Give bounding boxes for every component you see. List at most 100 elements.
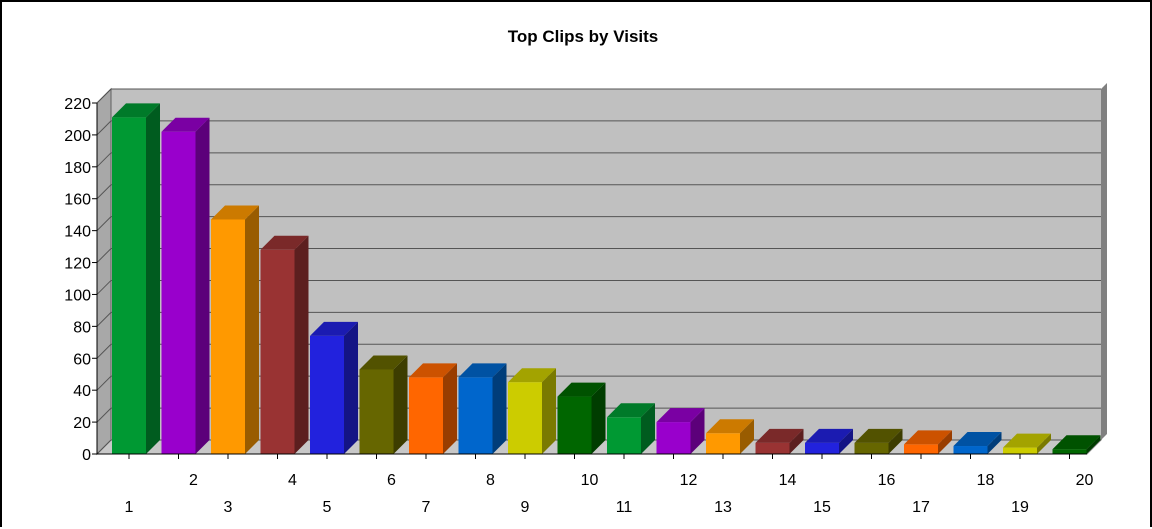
y-tick-label: 180 <box>64 160 91 177</box>
bar-top <box>161 117 210 132</box>
bar <box>458 363 507 454</box>
gridline-side <box>96 407 112 423</box>
bar-top <box>508 368 556 383</box>
bar <box>1003 433 1051 454</box>
bar <box>557 382 606 454</box>
bar <box>310 321 358 454</box>
bar-front <box>260 249 295 454</box>
bar <box>260 235 309 454</box>
bar-front <box>805 442 839 454</box>
y-tick-label: 40 <box>73 383 91 400</box>
y-tick-label: 120 <box>64 256 91 273</box>
gridline-side <box>96 312 112 327</box>
y-tick-label: 220 <box>64 96 91 113</box>
bar-side <box>146 103 160 454</box>
bar-side <box>1037 433 1051 454</box>
bar-side <box>1086 435 1101 454</box>
x-tick-label: 8 <box>486 472 495 489</box>
bar-front <box>211 219 245 454</box>
bar <box>409 363 457 454</box>
bar-side <box>987 432 1002 454</box>
x-tick-label: 9 <box>521 499 530 516</box>
x-tick-label: 1 <box>125 499 134 516</box>
bar-front <box>607 417 641 454</box>
gridline-side <box>96 184 112 200</box>
bar-top <box>854 428 903 443</box>
bar <box>755 428 804 454</box>
bar-side <box>195 117 210 454</box>
bar-side <box>690 408 705 454</box>
bar-top <box>1003 433 1051 448</box>
bar <box>953 432 1002 454</box>
bar-side <box>740 419 754 454</box>
bar-side <box>542 368 556 454</box>
x-tick-label: 17 <box>912 499 930 516</box>
x-tick-label: 3 <box>224 499 233 516</box>
gridline-side <box>96 120 112 136</box>
bar-top <box>359 355 408 370</box>
bar-top <box>458 363 507 378</box>
bar-front <box>557 396 592 454</box>
back-wall-shadow <box>1101 83 1107 440</box>
gridline-side <box>96 375 112 391</box>
bar-top <box>1052 435 1101 450</box>
bar-side <box>393 355 408 454</box>
bar-front <box>1003 447 1037 454</box>
x-tick-label: 11 <box>616 499 633 516</box>
bar-side <box>443 363 457 454</box>
bar-top <box>310 321 358 336</box>
bar-side <box>839 428 853 454</box>
bar-front <box>310 335 344 454</box>
bar-front <box>161 131 196 454</box>
bar <box>854 428 903 454</box>
bar-top <box>805 428 853 443</box>
bar-front <box>755 442 790 454</box>
bar-front <box>854 442 889 454</box>
bar-top <box>260 235 309 250</box>
bar-front <box>953 446 988 454</box>
bar-front <box>904 444 938 454</box>
x-tick-label: 15 <box>813 499 831 516</box>
gridline-side <box>96 280 112 295</box>
y-tick-label: 100 <box>64 287 91 304</box>
bar-side <box>641 403 655 454</box>
bar-front <box>112 117 146 454</box>
bar-top <box>112 103 160 118</box>
bar <box>607 403 655 454</box>
gridline-side <box>96 439 112 455</box>
gridline-side <box>96 343 112 359</box>
y-tick-label: 80 <box>73 319 91 336</box>
y-tick-label: 20 <box>73 415 91 432</box>
bar-top <box>755 428 804 443</box>
bar-front <box>656 422 691 454</box>
bar-front <box>1052 449 1087 454</box>
bar <box>805 428 853 454</box>
gridline-side <box>96 216 112 231</box>
x-tick-label: 18 <box>977 472 995 489</box>
bar-top <box>211 205 259 220</box>
y-tick-label: 60 <box>73 351 91 368</box>
chart-title: Top Clips by Visits <box>508 27 659 46</box>
bar-side <box>591 382 606 454</box>
bar <box>656 408 705 454</box>
y-tick-label: 200 <box>64 128 91 145</box>
x-tick-label: 10 <box>581 472 599 489</box>
bar <box>1052 435 1101 454</box>
bars <box>112 103 1101 454</box>
bar <box>211 205 259 454</box>
bar-front <box>458 377 493 454</box>
x-tick-label: 2 <box>189 472 198 489</box>
bar <box>508 368 556 454</box>
gridline-side <box>96 248 112 263</box>
bar <box>706 419 754 454</box>
bar-side <box>344 321 358 454</box>
bar-top <box>706 419 754 434</box>
x-tick-label: 6 <box>387 472 396 489</box>
y-tick-label: 140 <box>64 224 91 241</box>
x-tick-label: 20 <box>1076 472 1094 489</box>
bar-top <box>656 408 705 423</box>
bar <box>161 117 210 454</box>
